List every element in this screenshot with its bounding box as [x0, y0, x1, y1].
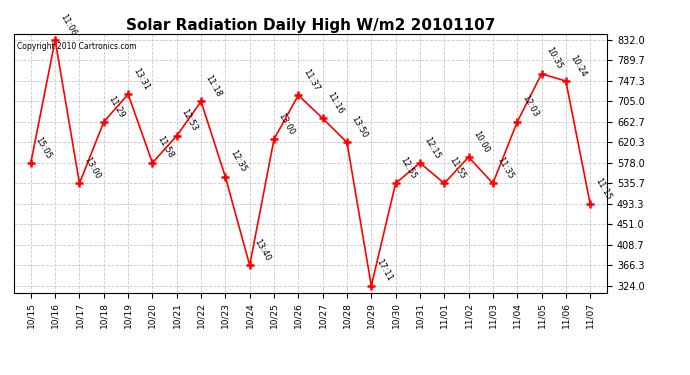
Title: Solar Radiation Daily High W/m2 20101107: Solar Radiation Daily High W/m2 20101107: [126, 18, 495, 33]
Text: 12:15: 12:15: [423, 135, 442, 160]
Text: 13:50: 13:50: [350, 114, 369, 140]
Text: 13:40: 13:40: [253, 237, 273, 262]
Text: 11:35: 11:35: [495, 155, 515, 181]
Text: 13:00: 13:00: [277, 111, 297, 136]
Text: 13:31: 13:31: [131, 66, 150, 92]
Text: Copyright 2010 Cartronics.com: Copyright 2010 Cartronics.com: [17, 42, 136, 51]
Text: 10:24: 10:24: [569, 53, 589, 78]
Text: 11:16: 11:16: [326, 90, 345, 116]
Text: 10:35: 10:35: [544, 46, 564, 71]
Text: 12:35: 12:35: [228, 149, 248, 174]
Text: 11:55: 11:55: [447, 156, 466, 181]
Text: 11:58: 11:58: [155, 135, 175, 160]
Text: 12:55: 12:55: [398, 156, 418, 181]
Text: 11:06: 11:06: [58, 12, 78, 37]
Text: 12:53: 12:53: [179, 108, 199, 133]
Text: 12:03: 12:03: [520, 94, 540, 119]
Text: 17:11: 17:11: [374, 258, 394, 283]
Text: 11:15: 11:15: [593, 176, 613, 201]
Text: 11:37: 11:37: [301, 67, 321, 92]
Text: 10:00: 10:00: [471, 129, 491, 154]
Text: 11:18: 11:18: [204, 74, 224, 99]
Text: 15:05: 15:05: [34, 135, 53, 160]
Text: 13:00: 13:00: [82, 155, 102, 181]
Text: 11:29: 11:29: [106, 94, 126, 119]
